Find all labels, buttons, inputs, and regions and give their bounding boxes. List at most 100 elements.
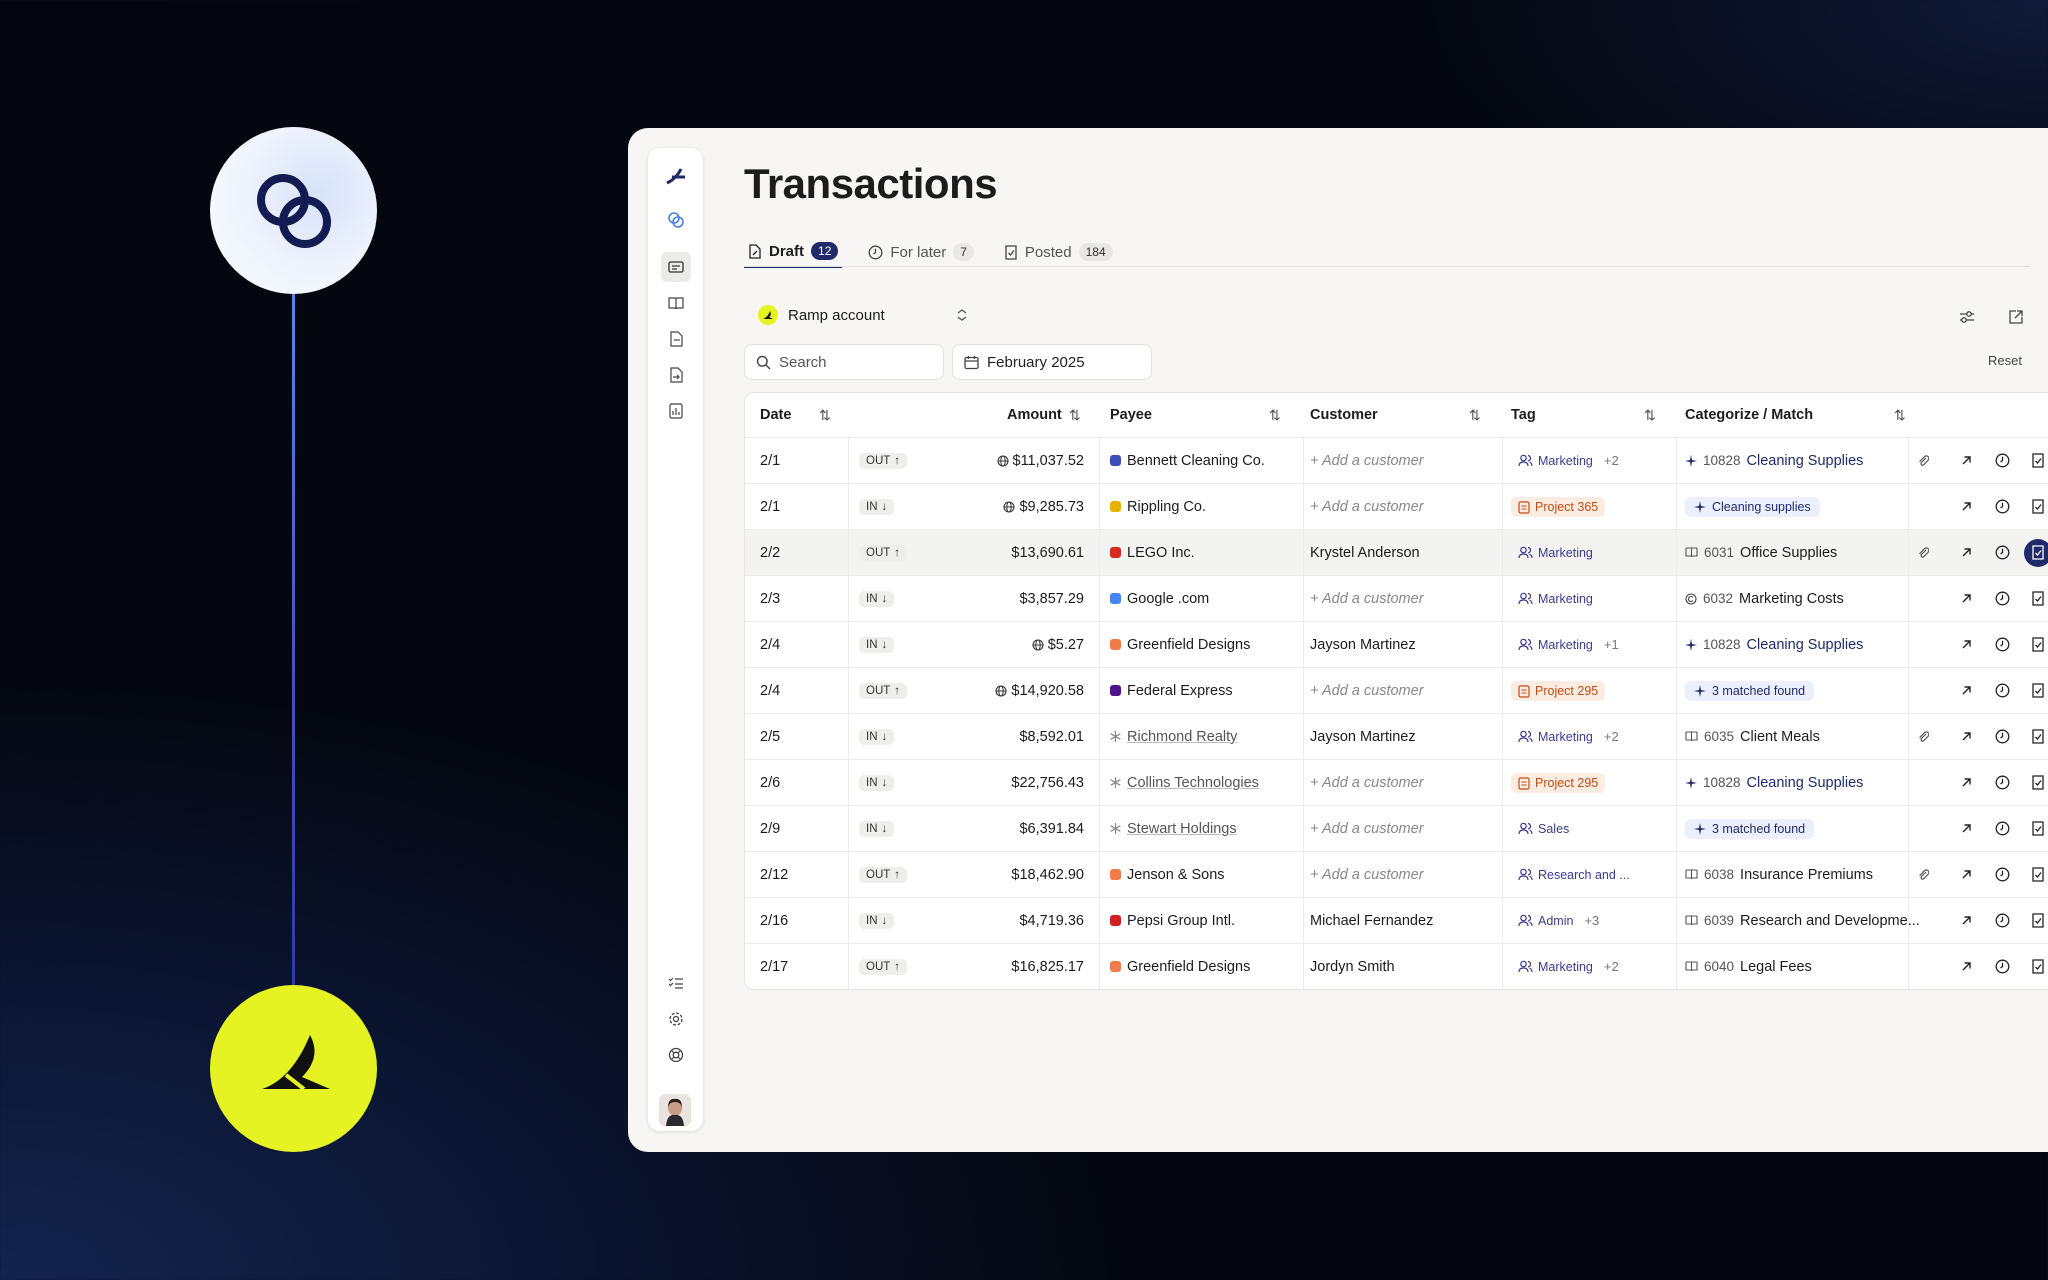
tag-cell[interactable]: Research and ... xyxy=(1511,852,1637,897)
open-transaction-button[interactable] xyxy=(1951,576,1981,621)
sort-payee-icon[interactable]: ⇅ xyxy=(1269,406,1281,423)
customer-cell[interactable]: Jayson Martinez xyxy=(1310,622,1416,667)
reports-icon[interactable] xyxy=(661,396,691,426)
tab-for-later[interactable]: For later 7 xyxy=(864,236,978,268)
table-row[interactable]: 2/1 IN ↓ $9,285.73 Rippling Co. + Add a custo… xyxy=(745,483,2048,529)
open-transaction-button[interactable] xyxy=(1951,484,1981,529)
customer-cell[interactable]: + Add a customer xyxy=(1310,438,1424,483)
category-cell[interactable]: Cleaning supplies xyxy=(1685,484,1820,529)
tag-cell[interactable]: Project 295 xyxy=(1511,668,1606,713)
payee-cell[interactable]: Jenson & Sons xyxy=(1110,852,1225,897)
snooze-button[interactable] xyxy=(1987,806,2017,851)
tag-cell[interactable]: Marketing +2 xyxy=(1511,438,1619,483)
sort-customer-icon[interactable]: ⇅ xyxy=(1469,406,1481,423)
date-filter-field[interactable]: February 2025 xyxy=(952,344,1152,380)
tag-cell[interactable]: Project 365 xyxy=(1511,484,1606,529)
snooze-button[interactable] xyxy=(1987,852,2017,897)
tag-extra-count[interactable]: +1 xyxy=(1603,637,1619,652)
customer-cell[interactable]: + Add a customer xyxy=(1310,576,1424,621)
ledger-book-icon[interactable] xyxy=(661,288,691,318)
table-row[interactable]: 2/12 OUT ↑ $18,462.90 Jenson & Sons + Add a c… xyxy=(745,851,2048,897)
tag-extra-count[interactable]: +2 xyxy=(1603,959,1619,974)
sort-amount-icon[interactable]: ⇅ xyxy=(1069,406,1081,423)
export-icon[interactable] xyxy=(2006,307,2026,327)
table-row[interactable]: 2/6 IN ↓ $22,756.43 Collins Technologies + Ad… xyxy=(745,759,2048,805)
post-button[interactable] xyxy=(2023,714,2048,759)
tag-cell[interactable]: Marketing xyxy=(1511,576,1600,621)
tag-pill[interactable]: Sales xyxy=(1511,819,1576,839)
customer-cell[interactable]: + Add a customer xyxy=(1310,668,1424,713)
snooze-button[interactable] xyxy=(1987,530,2017,575)
receipt-attachment[interactable] xyxy=(1908,530,1938,575)
add-customer-button[interactable]: + Add a customer xyxy=(1310,867,1424,883)
table-row[interactable]: 2/4 IN ↓ $5.27 Greenfield Designs Jayson Mart… xyxy=(745,621,2048,667)
ramp-home-icon[interactable] xyxy=(661,161,691,191)
tag-cell[interactable]: Sales xyxy=(1511,806,1576,851)
receipt-attachment[interactable] xyxy=(1908,714,1938,759)
post-button[interactable] xyxy=(2023,806,2048,851)
tag-pill[interactable]: Admin xyxy=(1511,911,1580,931)
tag-cell[interactable]: Marketing xyxy=(1511,530,1600,575)
tab-draft[interactable]: Draft 12 xyxy=(744,236,843,268)
open-transaction-button[interactable] xyxy=(1951,806,1981,851)
gear-icon[interactable] xyxy=(661,1004,691,1034)
category-cell[interactable]: 10828 Cleaning Supplies xyxy=(1685,622,1863,667)
snooze-button[interactable] xyxy=(1987,484,2017,529)
payee-cell[interactable]: Collins Technologies xyxy=(1110,760,1259,805)
category-cell[interactable]: 10828 Cleaning Supplies xyxy=(1685,438,1863,483)
search-input[interactable]: Search xyxy=(744,344,944,380)
customer-cell[interactable]: + Add a customer xyxy=(1310,852,1424,897)
table-row[interactable]: 2/3 IN ↓ $3,857.29 Google .com + Add a custom… xyxy=(745,575,2048,621)
tag-pill[interactable]: Marketing xyxy=(1511,635,1600,655)
tag-pill[interactable]: Marketing xyxy=(1511,727,1600,747)
payee-cell[interactable]: LEGO Inc. xyxy=(1110,530,1195,575)
category-cell[interactable]: 6031 Office Supplies xyxy=(1685,530,1837,575)
bill-out-icon[interactable] xyxy=(661,324,691,354)
payee-cell[interactable]: Greenfield Designs xyxy=(1110,622,1250,667)
customer-cell[interactable]: Krystel Anderson xyxy=(1310,530,1420,575)
help-lifebuoy-icon[interactable] xyxy=(661,1040,691,1070)
payee-cell[interactable]: Bennett Cleaning Co. xyxy=(1110,438,1265,483)
customer-cell[interactable]: Jordyn Smith xyxy=(1310,944,1395,989)
snooze-button[interactable] xyxy=(1987,576,2017,621)
open-transaction-button[interactable] xyxy=(1951,668,1981,713)
snooze-button[interactable] xyxy=(1987,944,2017,989)
tag-cell[interactable]: Project 295 xyxy=(1511,760,1606,805)
match-suggestion-pill[interactable]: Cleaning supplies xyxy=(1685,496,1820,517)
receipt-attachment[interactable] xyxy=(1908,852,1938,897)
tag-extra-count[interactable]: +3 xyxy=(1584,913,1600,928)
open-transaction-button[interactable] xyxy=(1951,852,1981,897)
category-cell[interactable]: 6039 Research and Developme... xyxy=(1685,898,1920,943)
customer-cell[interactable]: + Add a customer xyxy=(1310,760,1424,805)
customer-cell[interactable]: + Add a customer xyxy=(1310,484,1424,529)
tag-cell[interactable]: Marketing +2 xyxy=(1511,714,1619,759)
category-cell[interactable]: 3 matched found xyxy=(1685,668,1815,713)
tag-pill[interactable]: Research and ... xyxy=(1511,865,1637,885)
sort-tag-icon[interactable]: ⇅ xyxy=(1644,406,1656,423)
open-transaction-button[interactable] xyxy=(1951,760,1981,805)
open-transaction-button[interactable] xyxy=(1951,944,1981,989)
tag-pill[interactable]: Marketing xyxy=(1511,451,1600,471)
table-row[interactable]: 2/17 OUT ↑ $16,825.17 Greenfield Designs Jord… xyxy=(745,943,2048,989)
snooze-button[interactable] xyxy=(1987,898,2017,943)
open-transaction-button[interactable] xyxy=(1951,438,1981,483)
tag-pill[interactable]: Marketing xyxy=(1511,957,1600,977)
snooze-button[interactable] xyxy=(1987,622,2017,667)
snooze-button[interactable] xyxy=(1987,760,2017,805)
add-customer-button[interactable]: + Add a customer xyxy=(1310,775,1424,791)
customer-cell[interactable]: + Add a customer xyxy=(1310,806,1424,851)
open-transaction-button[interactable] xyxy=(1951,622,1981,667)
category-cell[interactable]: 6040 Legal Fees xyxy=(1685,944,1812,989)
snooze-button[interactable] xyxy=(1987,438,2017,483)
reset-button[interactable]: Reset xyxy=(1988,353,2022,368)
category-cell[interactable]: 10828 Cleaning Supplies xyxy=(1685,760,1863,805)
tag-pill[interactable]: Project 295 xyxy=(1511,680,1606,701)
post-button[interactable] xyxy=(2023,944,2048,989)
snooze-button[interactable] xyxy=(1987,714,2017,759)
post-button[interactable] xyxy=(2023,576,2048,621)
receipt-attachment[interactable] xyxy=(1908,438,1938,483)
user-avatar[interactable] xyxy=(659,1094,691,1126)
tag-cell[interactable]: Admin +3 xyxy=(1511,898,1599,943)
add-customer-button[interactable]: + Add a customer xyxy=(1310,821,1424,837)
table-row[interactable]: 2/5 IN ↓ $8,592.01 Richmond Realty Jayson Mar… xyxy=(745,713,2048,759)
